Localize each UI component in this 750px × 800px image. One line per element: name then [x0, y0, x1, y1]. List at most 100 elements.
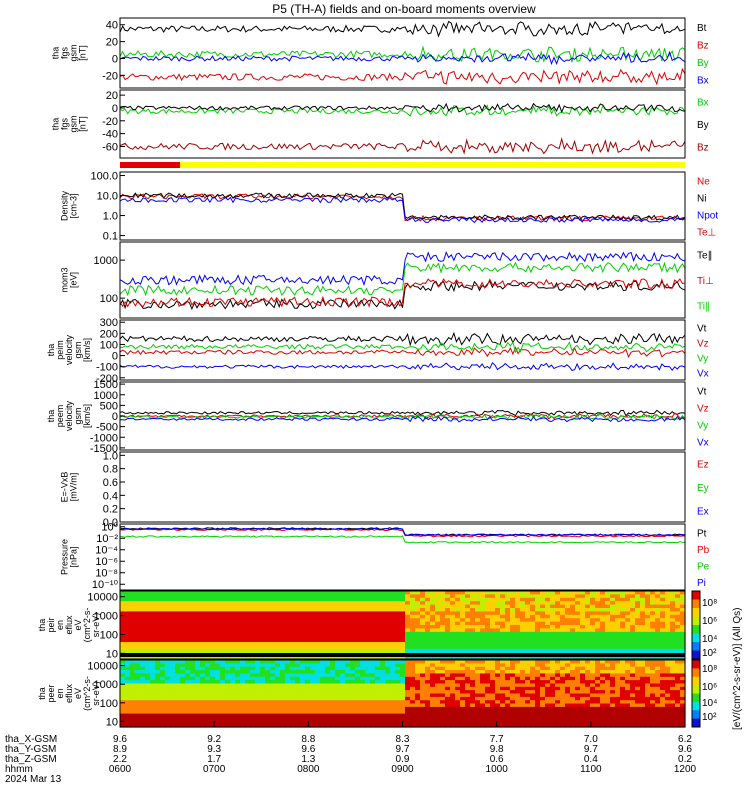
spectrogram-cell — [185, 655, 191, 660]
spectrogram-cell — [650, 621, 656, 626]
spectrogram-cell — [210, 638, 216, 643]
spectrogram-cell — [390, 663, 396, 668]
spectrogram-cell — [225, 673, 231, 678]
spectrogram-cell — [375, 621, 381, 626]
spectrogram-cell — [270, 642, 276, 646]
spectrogram-cell — [245, 645, 251, 650]
spectrogram-cell — [540, 594, 546, 599]
spectrogram-cell — [500, 696, 506, 701]
spectrogram-cell — [500, 693, 506, 698]
spectrogram-cell — [190, 618, 196, 623]
spectrogram-cell — [155, 648, 161, 653]
spectrogram-cell — [560, 663, 566, 668]
spectrogram-cell — [280, 648, 286, 653]
spectrogram-cell — [605, 591, 611, 595]
spectrogram-cell — [140, 601, 146, 606]
spectrogram-cell — [665, 717, 671, 721]
spectrogram-cell — [250, 594, 256, 599]
spectrogram-cell — [550, 673, 556, 678]
spectrogram-cell — [500, 635, 506, 640]
spectrogram-cell — [505, 673, 511, 678]
spectrogram-cell — [555, 635, 561, 640]
spectrogram-cell — [545, 601, 551, 606]
spectrogram-cell — [575, 673, 581, 678]
spectrogram-cell — [225, 621, 231, 626]
spectrogram-cell — [375, 631, 381, 636]
spectrogram-cell — [215, 628, 221, 633]
spectrogram-cell — [600, 638, 606, 643]
spectrogram-cell — [415, 666, 421, 671]
spectrogram-cell — [185, 663, 191, 668]
spectrogram-cell — [595, 618, 601, 623]
spectrogram-cell — [520, 723, 526, 728]
spectrogram-cell — [670, 670, 676, 674]
spectrogram-cell — [385, 686, 391, 691]
spectrogram-cell — [215, 591, 221, 595]
spectrogram-cell — [510, 594, 516, 599]
y-tick-label: 0 — [112, 351, 118, 363]
spectrogram-cell — [630, 621, 636, 626]
spectrogram-cell — [515, 642, 521, 646]
spectrogram-cell — [575, 645, 581, 650]
spectrogram-cell — [660, 723, 666, 728]
spectrogram-cell — [495, 597, 501, 602]
series-Te-line — [119, 251, 686, 287]
spectrogram-cell — [430, 703, 436, 708]
spectrogram-cell — [255, 710, 261, 715]
spectrogram-cell — [290, 723, 296, 728]
spectrogram-cell — [545, 720, 551, 725]
spectrogram-cell — [190, 594, 196, 599]
spectrogram-cell — [395, 594, 401, 599]
spectrogram-cell — [230, 717, 236, 721]
spectrogram-cell — [365, 614, 371, 619]
series-Vy-line — [119, 413, 686, 421]
spectrogram-cell — [150, 696, 156, 701]
spectrogram-cell — [490, 601, 496, 606]
spectrogram-cell — [525, 717, 531, 721]
spectrogram-cell — [675, 676, 681, 681]
spectrogram-cell — [505, 690, 511, 695]
spectrogram-cell — [405, 720, 411, 725]
spectrogram-cell — [415, 648, 421, 653]
spectrogram-cell — [165, 717, 171, 721]
spectrogram-cell — [210, 621, 216, 626]
spectrogram-cell — [335, 604, 341, 609]
spectrogram-cell — [250, 655, 256, 660]
spectrogram-cell — [565, 625, 571, 629]
spectrogram-cell — [470, 666, 476, 671]
spectrogram-cell — [210, 645, 216, 650]
spectrogram-cell — [190, 703, 196, 708]
spectrogram-cell — [125, 717, 131, 721]
spectrogram-cell — [680, 666, 686, 671]
spectrogram-cell — [650, 604, 656, 609]
spectrogram-cell — [325, 673, 331, 678]
spectrogram-cell — [430, 645, 436, 650]
spectrogram-cell — [345, 648, 351, 653]
spectrogram-cell — [525, 614, 531, 619]
spectrogram-cell — [645, 631, 651, 636]
spectrogram-cell — [235, 591, 241, 595]
spectrogram-cell — [190, 614, 196, 619]
spectrogram-cell — [670, 614, 676, 619]
spectrogram-cell — [660, 663, 666, 668]
colorbar-segment — [692, 616, 700, 626]
spectrogram-cell — [620, 723, 626, 728]
spectrogram-cell — [460, 690, 466, 695]
spectrogram-cell — [295, 717, 301, 721]
spectrogram-cell — [565, 618, 571, 623]
spectrogram-cell — [485, 700, 491, 705]
spectrogram-cell — [150, 676, 156, 681]
spectrogram-cell — [285, 723, 291, 728]
spectrogram-cell — [120, 591, 126, 595]
spectrogram-cell — [355, 710, 361, 715]
spectrogram-cell — [490, 723, 496, 728]
spectrogram-cell — [655, 696, 661, 701]
spectrogram-cell — [655, 706, 661, 711]
spectrogram-cell — [280, 597, 286, 602]
spectrogram-cell — [415, 696, 421, 701]
spectrogram-cell — [265, 703, 271, 708]
spectrogram-cell — [405, 608, 411, 612]
spectrogram-cell — [355, 601, 361, 606]
spectrogram-cell — [390, 618, 396, 623]
